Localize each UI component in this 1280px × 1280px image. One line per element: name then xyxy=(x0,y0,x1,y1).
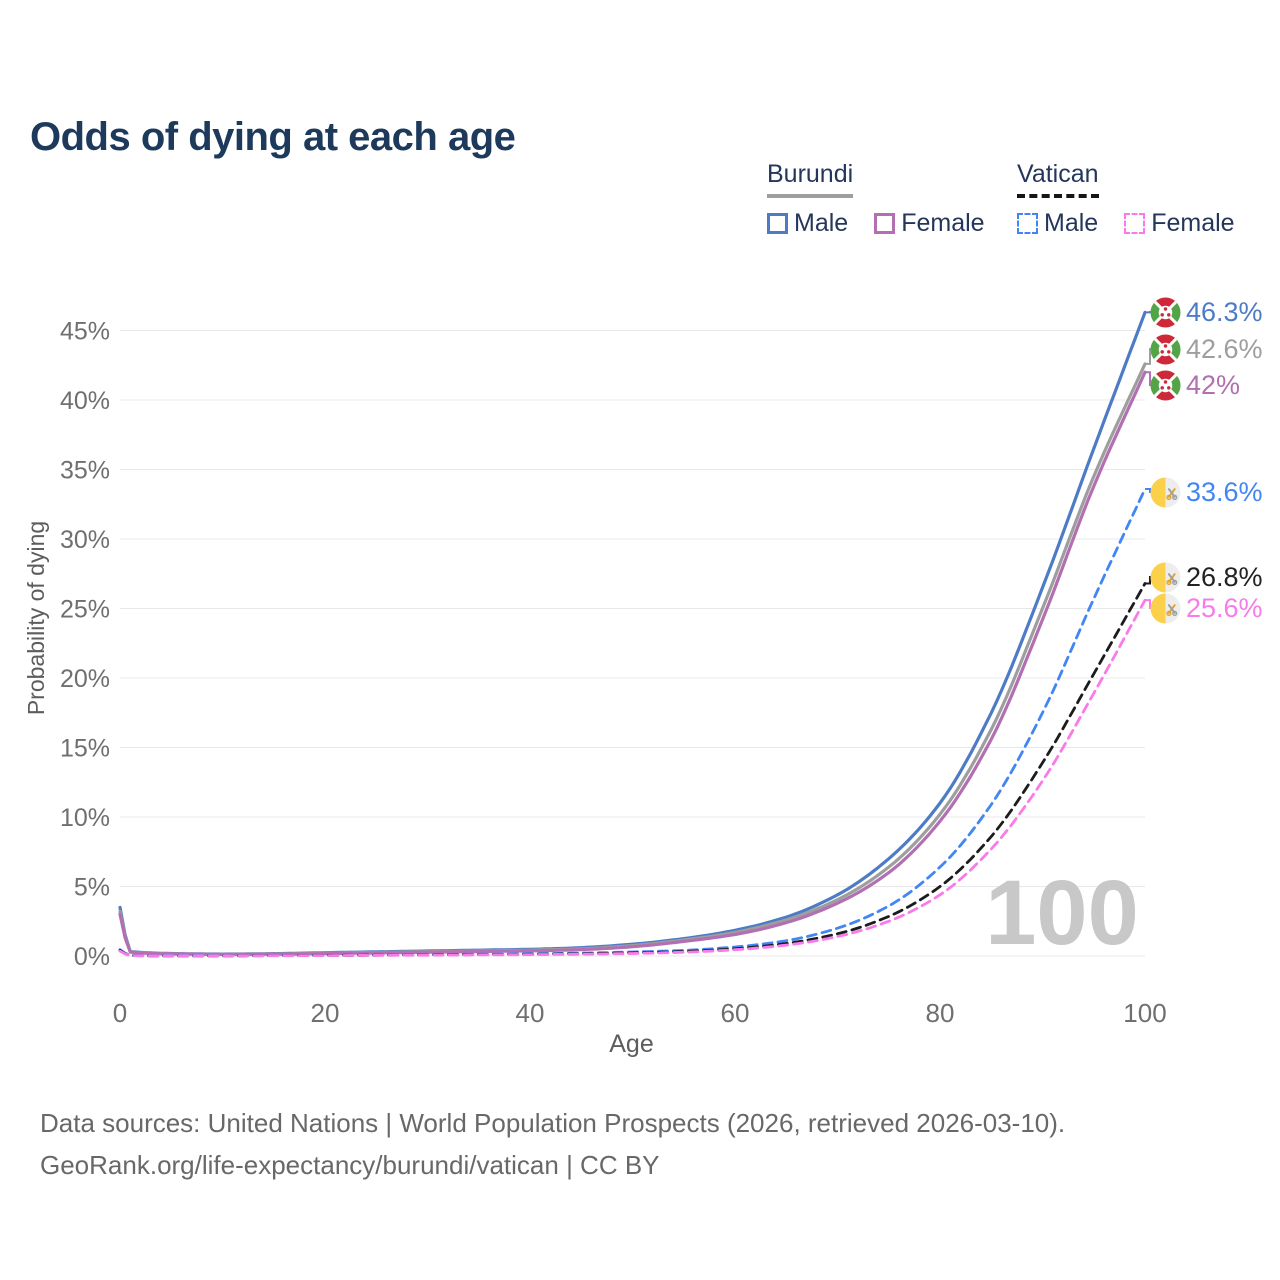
x-axis-title: Age xyxy=(609,1030,653,1058)
vatican-flag-icon xyxy=(1150,562,1181,593)
attribution-line: GeoRank.org/life-expectancy/burundi/vati… xyxy=(40,1150,660,1180)
vatican-flag-icon xyxy=(1150,593,1181,624)
legend-item-burundi-male[interactable]: Male xyxy=(767,209,848,238)
y-tick-label: 30% xyxy=(60,526,110,554)
end-label-value: 42% xyxy=(1186,369,1241,400)
x-tick-label: 20 xyxy=(311,998,340,1028)
y-tick-label: 15% xyxy=(60,735,110,763)
end-label-value: 25.6% xyxy=(1186,592,1263,623)
page-title: Odds of dying at each age xyxy=(30,114,516,159)
x-tick-label: 80 xyxy=(926,998,955,1028)
series-line-vatican-female xyxy=(118,598,1147,958)
legend-label: Male xyxy=(794,209,849,237)
end-label-burundi-female: 42% xyxy=(1150,368,1240,402)
end-label-vatican-both: 26.8% xyxy=(1150,560,1263,594)
legend-country-vatican[interactable]: Vatican xyxy=(1017,160,1099,198)
x-tick-label: 40 xyxy=(516,998,545,1028)
vatican-male-swatch-icon xyxy=(1017,213,1038,234)
legend-item-burundi-female[interactable]: Female xyxy=(874,209,985,238)
end-label-value: 46.3% xyxy=(1186,296,1263,327)
end-label-value: 42.6% xyxy=(1186,333,1263,364)
burundi-flag-icon xyxy=(1150,334,1181,365)
y-axis-title: Probability of dying xyxy=(23,521,49,715)
footer: Data sources: United Nations | World Pop… xyxy=(40,1102,1065,1186)
legend-label: Female xyxy=(1151,209,1235,237)
legend-label: Female xyxy=(901,209,985,237)
end-label-vatican-male: 33.6% xyxy=(1150,475,1263,509)
x-tick-label: 60 xyxy=(721,998,750,1028)
y-tick-label: 25% xyxy=(60,596,110,624)
y-tick-label: 40% xyxy=(60,387,110,415)
end-label-value: 33.6% xyxy=(1186,476,1263,507)
end-label-vatican-female: 25.6% xyxy=(1150,591,1263,625)
x-tick-label: 0 xyxy=(113,998,127,1028)
burundi-male-swatch-icon xyxy=(767,213,788,234)
end-label-value: 26.8% xyxy=(1186,561,1263,592)
legend-item-vatican-female[interactable]: Female xyxy=(1124,209,1235,238)
y-tick-label: 35% xyxy=(60,457,110,485)
y-tick-label: 10% xyxy=(60,804,110,832)
y-tick-label: 0% xyxy=(74,943,110,971)
y-tick-label: 45% xyxy=(60,318,110,346)
data-source-line: Data sources: United Nations | World Pop… xyxy=(40,1108,1066,1138)
series-line-burundi-male xyxy=(118,310,1147,956)
legend-country-burundi[interactable]: Burundi xyxy=(767,160,854,198)
x-tick-label: 100 xyxy=(1123,998,1166,1028)
legend-items-burundi: Male Female xyxy=(767,209,985,238)
y-tick-label: 20% xyxy=(60,665,110,693)
age-watermark: 100 xyxy=(985,862,1139,964)
legend-group-vatican: Vatican Male Female xyxy=(1017,160,1235,238)
burundi-flag-icon xyxy=(1150,297,1181,328)
vatican-flag-icon xyxy=(1150,477,1181,508)
end-label-burundi-both: 42.6% xyxy=(1150,332,1263,366)
y-tick-label: 5% xyxy=(74,874,110,902)
legend-group-burundi: Burundi Male Female xyxy=(767,160,985,238)
burundi-flag-icon xyxy=(1150,370,1181,401)
legend-item-vatican-male[interactable]: Male xyxy=(1017,209,1098,238)
end-label-burundi-male: 46.3% xyxy=(1150,295,1263,329)
legend-label: Male xyxy=(1044,209,1099,237)
legend-items-vatican: Male Female xyxy=(1017,209,1235,238)
burundi-female-swatch-icon xyxy=(874,213,896,234)
vatican-female-swatch-icon xyxy=(1124,213,1146,234)
